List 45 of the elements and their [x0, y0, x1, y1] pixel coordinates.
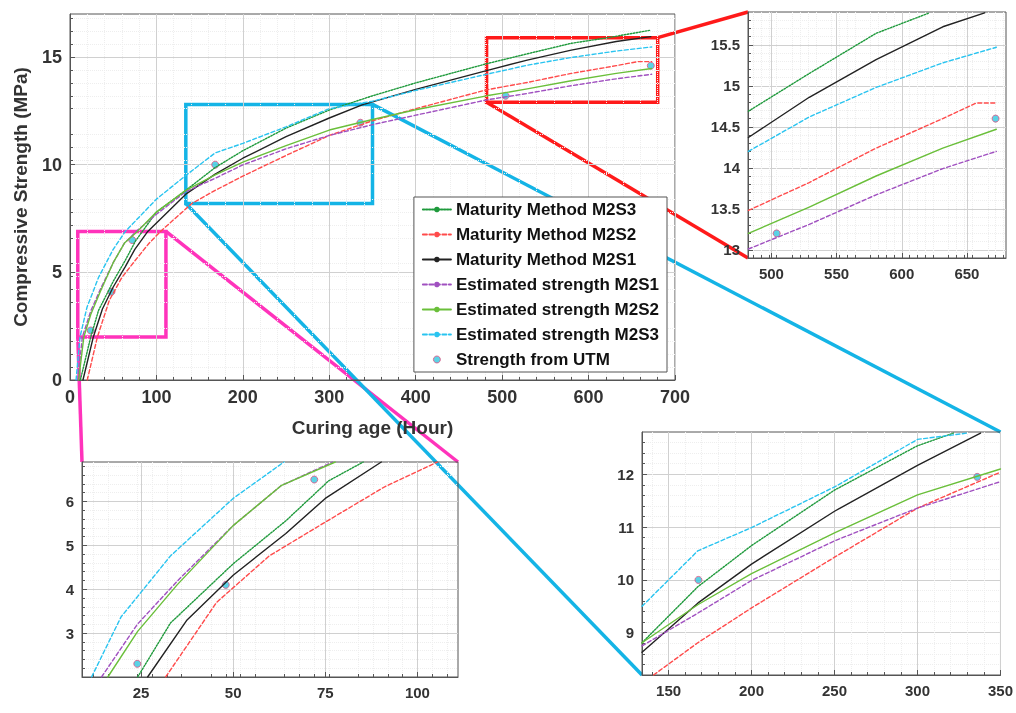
y-tick-label: 15 — [723, 77, 740, 95]
x-tick-label: 350 — [987, 682, 1013, 699]
y-tick-label: 13.5 — [710, 200, 740, 218]
legend-label: Estimated strength M2S3 — [455, 325, 660, 344]
x-tick-label: 500 — [758, 265, 784, 282]
y-tick-label: 4 — [65, 580, 75, 598]
legend-label: Maturity Method M2S3 — [455, 200, 637, 219]
y-tick-label: 5 — [65, 536, 74, 554]
y-tick-label: 10 — [617, 571, 634, 589]
x-tick-label: 650 — [954, 265, 980, 282]
x-tick-label: 550 — [824, 265, 850, 282]
x-tick-label: 75 — [316, 684, 334, 701]
y-tick-label: 14.5 — [710, 118, 740, 136]
y-tick-label: 9 — [625, 624, 634, 642]
x-tick-label: 25 — [132, 684, 150, 701]
x-tick-label: 200 — [227, 387, 258, 407]
y-tick-label: 6 — [65, 492, 74, 510]
y-tick-label: 10 — [41, 154, 62, 175]
x-tick-label: 100 — [404, 684, 430, 701]
x-tick-label: 250 — [822, 682, 848, 699]
x-tick-label: 700 — [659, 387, 691, 407]
x-tick-label: 50 — [224, 684, 242, 701]
y-tick-label: 11 — [618, 518, 634, 536]
legend-label: Maturity Method M2S2 — [455, 225, 637, 244]
legend-label: Estimated strength M2S1 — [455, 275, 660, 294]
legend-label: Strength from UTM — [455, 350, 610, 369]
y-tick-label: 14 — [723, 159, 741, 177]
x-tick-label: 300 — [314, 387, 345, 407]
legend-label: Estimated strength M2S2 — [455, 300, 660, 319]
x-tick-label: 300 — [904, 682, 931, 699]
x-tick-label: 100 — [141, 387, 172, 407]
x-tick-label: 400 — [400, 387, 431, 407]
y-tick-label: 5 — [51, 262, 62, 283]
x-tick-label: 600 — [889, 265, 915, 282]
x-tick-label: 600 — [573, 387, 604, 407]
y-tick-label: 15 — [41, 47, 62, 68]
x-tick-label: 500 — [487, 387, 518, 407]
y-tick-label: 0 — [51, 370, 62, 390]
y-tick-label: 15.5 — [710, 36, 740, 54]
y-tick-label: 12 — [617, 465, 634, 483]
legend-label: Maturity Method M2S1 — [455, 250, 637, 269]
x-tick-label: 150 — [656, 682, 682, 699]
y-axis-title: Compressive Strength (MPa) — [10, 67, 31, 327]
y-tick-label: 3 — [65, 624, 74, 642]
x-tick-label: 200 — [739, 682, 765, 699]
